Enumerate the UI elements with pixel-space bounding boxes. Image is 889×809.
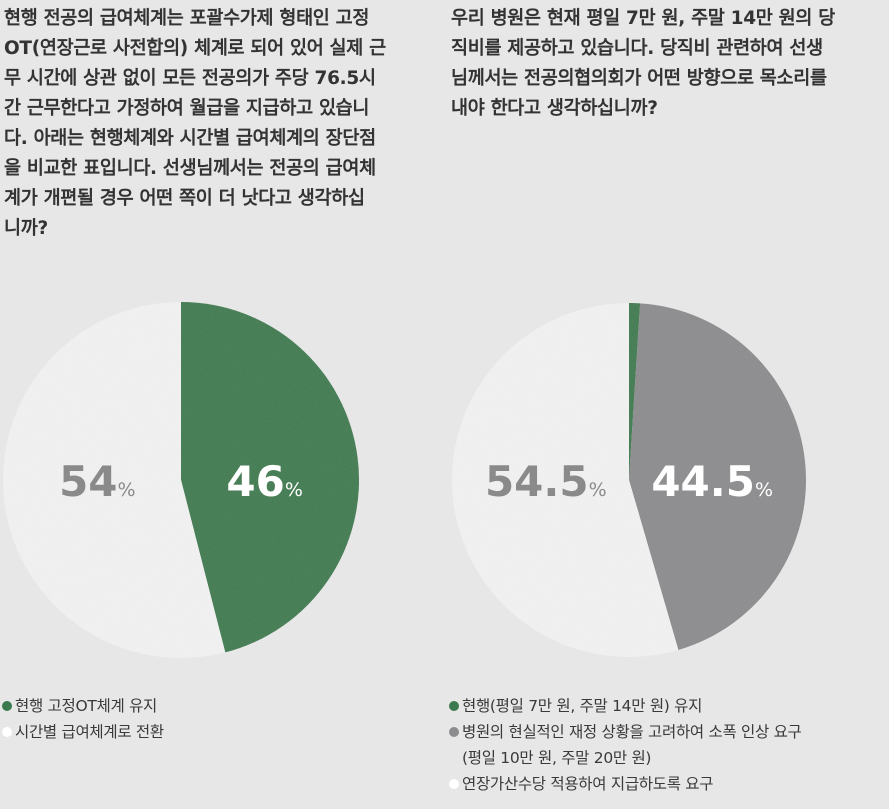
legend-label: 연장가산수당 적용하여 지급하도록 요구 bbox=[462, 775, 714, 793]
legend-label: 병원의 현실적인 재정 상황을 고려하여 소폭 인상 요구 bbox=[462, 723, 802, 741]
left-question: 현행 전공의 급여체계는 포괄수가제 형태인 고정 OT(연장근로 사전합의) 체… bbox=[4, 4, 414, 244]
left-question-line: 을 비교한 표입니다. 선생님께서는 전공의 급여체 bbox=[4, 158, 376, 179]
legend-dot-icon bbox=[449, 779, 459, 789]
left-legend-item: 현행 고정OT체계 유지 bbox=[2, 693, 164, 719]
right-pie-slice bbox=[451, 303, 679, 657]
left-question-line: 무 시간에 상관 없이 모든 전공의가 주당 76.5시 bbox=[4, 68, 376, 89]
legend-dot-icon bbox=[449, 701, 459, 711]
right-pie-slice bbox=[629, 303, 806, 650]
left-pie-value-label: 46% bbox=[226, 457, 303, 506]
legend-dot-icon bbox=[2, 727, 12, 737]
right-pie-value-label: 54.5% bbox=[485, 457, 607, 506]
right-legend-item: 현행(평일 7만 원, 주말 14만 원) 유지 bbox=[449, 693, 802, 719]
legend-label: 현행(평일 7만 원, 주말 14만 원) 유지 bbox=[462, 697, 703, 715]
left-question-line: OT(연장근로 사전합의) 체계로 되어 있어 실제 근 bbox=[4, 38, 386, 59]
legend-label: 시간별 급여체계로 전환 bbox=[15, 723, 164, 741]
legend-dot-icon bbox=[2, 701, 12, 711]
right-pie-value-label: 44.5% bbox=[651, 457, 773, 506]
left-pie-value-label: 54% bbox=[59, 457, 136, 506]
right-question-line: 님께서는 전공의협의회가 어떤 방향으로 목소리를 bbox=[451, 68, 827, 89]
right-question-line: 내야 한다고 생각하십니까? bbox=[451, 98, 658, 119]
left-question-line: 계가 개편될 경우 어떤 쪽이 더 낫다고 생각하십 bbox=[4, 188, 365, 209]
left-question-line: 다. 아래는 현행체계와 시간별 급여체계의 장단점 bbox=[4, 128, 376, 149]
right-question-line: 직비를 제공하고 있습니다. 당직비 관련하여 선생 bbox=[451, 38, 823, 59]
left-question-line: 현행 전공의 급여체계는 포괄수가제 형태인 고정 bbox=[4, 8, 370, 29]
left-pie-slice bbox=[181, 302, 359, 653]
left-pie bbox=[2, 302, 359, 658]
right-pie bbox=[451, 303, 806, 657]
right-legend-item: 연장가산수당 적용하여 지급하도록 요구 bbox=[449, 771, 802, 797]
legend-dot-icon bbox=[449, 727, 459, 737]
right-pie-slice bbox=[629, 303, 641, 480]
legend-label: (평일 10만 원, 주말 20만 원) bbox=[462, 749, 652, 767]
right-question-line: 우리 병원은 현재 평일 7만 원, 주말 14만 원의 당 bbox=[451, 8, 835, 29]
left-question-line: 니까? bbox=[4, 218, 48, 239]
left-question-line: 간 근무한다고 가정하여 월급을 지급하고 있습니 bbox=[4, 98, 370, 119]
left-legend-item: 시간별 급여체계로 전환 bbox=[2, 719, 164, 745]
left-pie-slice bbox=[2, 302, 226, 658]
right-legend-item: 병원의 현실적인 재정 상황을 고려하여 소폭 인상 요구 (평일 10만 원, … bbox=[449, 719, 802, 771]
legend-label: 현행 고정OT체계 유지 bbox=[15, 697, 158, 715]
